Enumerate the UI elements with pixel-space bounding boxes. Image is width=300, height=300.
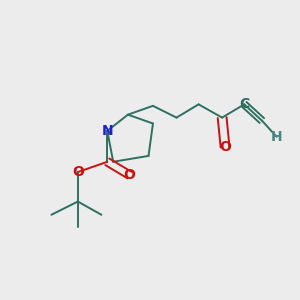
Text: O: O: [72, 165, 84, 179]
Text: C: C: [239, 98, 249, 111]
Text: N: N: [101, 124, 113, 138]
Text: O: O: [124, 168, 135, 182]
Text: H: H: [271, 130, 282, 144]
Text: O: O: [219, 140, 231, 154]
